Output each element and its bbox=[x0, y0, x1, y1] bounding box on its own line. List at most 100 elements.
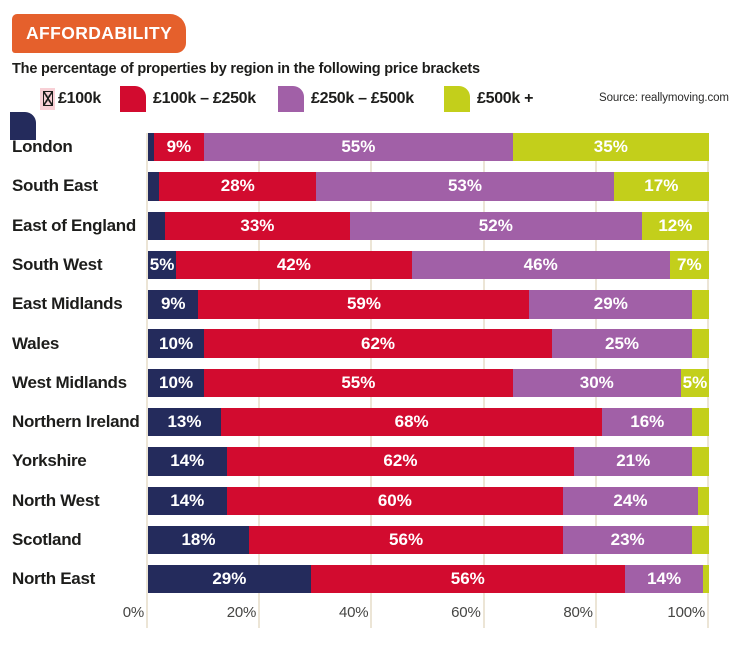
segment-red: 60% bbox=[226, 486, 564, 515]
stacked-bar: 14% 60% 24% bbox=[148, 486, 709, 515]
segment-red: 33% bbox=[164, 211, 350, 240]
stacked-bar: 10% 55% 30% 5% bbox=[148, 368, 709, 398]
region-row: South East 28% 53% 17% bbox=[0, 172, 730, 201]
region-row: East of England 33% 52% 12% bbox=[0, 211, 730, 240]
segment-value-label: 33% bbox=[240, 215, 275, 235]
segment-red: 9% bbox=[153, 133, 205, 162]
segment-value-label: 56% bbox=[389, 529, 424, 549]
segment-value-label: 5% bbox=[149, 255, 175, 275]
segment-purple: 24% bbox=[563, 486, 698, 515]
axis-tick-label: 100% bbox=[667, 604, 705, 621]
segment-navy: 14% bbox=[148, 486, 227, 515]
segment-value-label: 52% bbox=[478, 215, 513, 235]
segment-value-label: 10% bbox=[159, 372, 194, 392]
segment-green bbox=[692, 290, 709, 319]
segment-purple: 14% bbox=[624, 565, 704, 594]
region-row: Scotland 18% 56% 23% bbox=[0, 525, 730, 555]
segment-value-label: 9% bbox=[160, 294, 186, 314]
region-row: West Midlands 10% 55% 30% 5% bbox=[0, 368, 730, 398]
stacked-bar: 9% 59% 29% bbox=[148, 290, 709, 319]
legend-swatch-navy bbox=[10, 112, 36, 140]
segment-red: 68% bbox=[220, 407, 603, 437]
axis-tick-label: 40% bbox=[338, 604, 369, 621]
region-label: North West bbox=[12, 490, 100, 510]
segment-value-label: 62% bbox=[383, 451, 418, 471]
legend-label: £100k bbox=[58, 89, 101, 107]
segment-green bbox=[692, 407, 709, 437]
region-row: London 9% 55% 35% bbox=[0, 133, 730, 162]
chart-subtitle: The percentage of properties by region i… bbox=[12, 61, 480, 77]
stacked-bar: 14% 62% 21% bbox=[148, 447, 709, 476]
region-row: North West 14% 60% 24% bbox=[0, 486, 730, 515]
segment-value-label: 14% bbox=[170, 490, 205, 510]
segment-red: 62% bbox=[226, 447, 575, 476]
legend-swatch-red bbox=[120, 85, 146, 112]
segment-value-label: 29% bbox=[212, 569, 247, 589]
segment-red: 28% bbox=[159, 172, 317, 201]
legend-swatch-green bbox=[444, 85, 470, 112]
segment-navy: 10% bbox=[148, 329, 205, 358]
segment-value-label: 13% bbox=[167, 412, 202, 432]
region-label: Wales bbox=[12, 333, 60, 353]
stacked-bar: 29% 56% 14% bbox=[148, 565, 709, 594]
segment-green: 7% bbox=[669, 250, 709, 280]
stacked-bar: 10% 62% 25% bbox=[148, 329, 709, 358]
segment-value-label: 16% bbox=[630, 412, 665, 432]
legend-label: £250k – £500k bbox=[311, 89, 414, 107]
region-row: Yorkshire 14% 62% 21% bbox=[0, 447, 730, 476]
segment-red: 42% bbox=[176, 250, 412, 280]
region-row: Wales 10% 62% 25% bbox=[0, 329, 730, 358]
legend-label: £500k + bbox=[477, 89, 534, 107]
segment-green bbox=[692, 329, 709, 358]
legend-item-100k-250k: £100k – £250k bbox=[120, 85, 256, 112]
segment-red: 56% bbox=[248, 525, 564, 555]
segment-purple: 29% bbox=[529, 290, 693, 319]
region-row: North East 29% 56% 14% bbox=[0, 565, 730, 594]
source-credit: Source: reallymoving.com bbox=[599, 92, 729, 104]
segment-value-label: 59% bbox=[346, 294, 381, 314]
region-label: East Midlands bbox=[12, 294, 123, 314]
segment-red: 62% bbox=[204, 329, 552, 358]
segment-value-label: 55% bbox=[341, 137, 376, 157]
legend-swatch-purple bbox=[278, 85, 304, 112]
segment-value-label: 23% bbox=[610, 529, 645, 549]
stacked-bar: 5% 42% 46% 7% bbox=[148, 250, 709, 280]
segment-purple: 16% bbox=[602, 407, 693, 437]
segment-value-label: 21% bbox=[616, 451, 651, 471]
segment-green bbox=[703, 565, 709, 594]
legend-item-under-100k: £100k bbox=[40, 85, 101, 112]
segment-value-label: 9% bbox=[166, 137, 192, 157]
segment-purple: 55% bbox=[204, 133, 513, 162]
segment-value-label: 35% bbox=[593, 137, 628, 157]
segment-navy: 9% bbox=[148, 290, 199, 319]
stacked-bar: 33% 52% 12% bbox=[148, 211, 709, 240]
segment-value-label: 10% bbox=[159, 333, 194, 353]
title-badge: AFFORDABILITY bbox=[12, 14, 187, 53]
region-label: South East bbox=[12, 176, 98, 196]
region-label: Northern Ireland bbox=[12, 412, 140, 432]
tofu-glyph-icon bbox=[42, 91, 53, 106]
segment-navy bbox=[148, 211, 165, 240]
segment-value-label: 24% bbox=[613, 490, 648, 510]
axis-tick-label: 20% bbox=[226, 604, 257, 621]
segment-green: 35% bbox=[512, 133, 709, 162]
segment-green bbox=[697, 486, 709, 515]
region-label: East of England bbox=[12, 215, 136, 235]
segment-navy bbox=[148, 172, 160, 201]
legend-label: £100k – £250k bbox=[153, 89, 256, 107]
segment-value-label: 29% bbox=[593, 294, 628, 314]
segment-navy: 13% bbox=[148, 407, 221, 437]
legend-item-500k-plus: £500k + bbox=[444, 85, 533, 112]
gridline bbox=[146, 133, 148, 628]
region-label: North East bbox=[12, 569, 95, 589]
segment-value-label: 17% bbox=[644, 176, 679, 196]
segment-value-label: 46% bbox=[523, 255, 558, 275]
segment-green bbox=[692, 525, 709, 555]
segment-value-label: 55% bbox=[341, 372, 376, 392]
segment-value-label: 5% bbox=[682, 372, 708, 392]
segment-purple: 21% bbox=[574, 447, 693, 476]
segment-navy: 5% bbox=[148, 250, 177, 280]
region-label: West Midlands bbox=[12, 372, 127, 392]
segment-value-label: 14% bbox=[170, 451, 205, 471]
